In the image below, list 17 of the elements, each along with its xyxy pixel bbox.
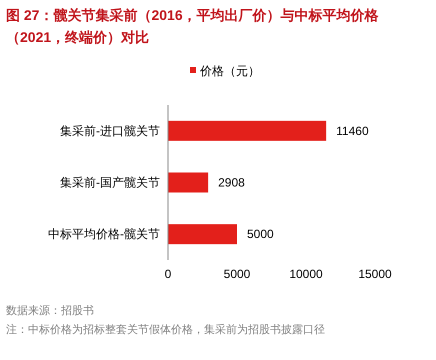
y-tick-label: 中标平均价格-髋关节	[48, 227, 160, 242]
y-tick-label: 集采前-国产髋关节	[60, 176, 160, 190]
x-tick-label: 10000	[289, 267, 324, 281]
x-tick-label: 0	[164, 267, 172, 281]
bar	[168, 120, 326, 141]
text: 注：中标价格为招标整套关节假体价格，集采前为招股书披露口径	[6, 322, 326, 338]
y-tick-label: 集采前-进口髋关节	[60, 124, 160, 138]
bar	[168, 172, 208, 192]
data-label: 2908	[218, 176, 246, 190]
bar	[168, 224, 237, 244]
x-tick-label: 5000	[224, 267, 251, 281]
data-label: 11460	[336, 124, 369, 138]
legend-label: 价格（元）	[199, 64, 260, 78]
data-label: 5000	[247, 227, 274, 242]
chart-title: 图 27：髋关节集采前（2016，平均出厂价）与中标平均价格（2021，终端价）对比	[6, 6, 380, 47]
source-note: 数据来源：招股书	[6, 304, 95, 319]
x-tick-label: 15000	[358, 267, 392, 281]
